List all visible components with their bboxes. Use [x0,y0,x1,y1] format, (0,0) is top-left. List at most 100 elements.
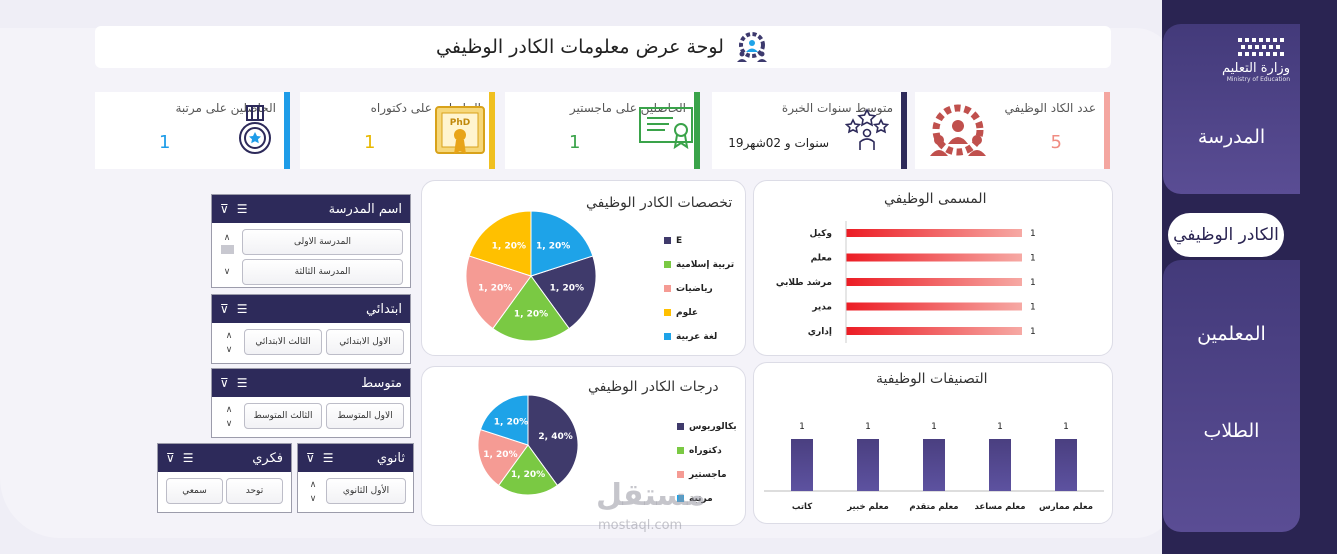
pie-slice [477,428,529,487]
scroll-down-icon[interactable]: ∨ [225,345,233,355]
nav-school[interactable]: المدرسة [1197,126,1266,148]
slicer-item[interactable]: سمعي [166,478,223,504]
category-label: معلم خبير [846,502,889,512]
bar [1055,439,1077,491]
sidebar-top-card [1163,24,1300,194]
slicer-middle: ⊽ ☰ متوسط ∧ ∨ الثالث المتوسط الاول المتوس… [211,368,411,438]
slicer-intellectual: ⊽ ☰ فكري سمعي توحد [157,443,292,513]
scroll-up-icon[interactable]: ∧ [225,331,233,341]
pie-slice [492,275,570,342]
slicer-item[interactable]: المدرسة الاولى [242,229,403,255]
legend-label: بكالوريوس [689,422,737,432]
bar [846,327,1022,335]
category-label: معلم [811,254,832,264]
category-label: وكيل [809,229,832,239]
slicer-title: فكري [252,450,283,466]
kpi-label: الحاصلين على ماجستير [569,101,686,115]
category-label: مدير [811,303,832,313]
legend-swatch [664,285,671,292]
kpi-label: متوسط سنوات الخبرة [781,101,893,115]
slicer-title: متوسط [361,375,402,391]
pie-slice [530,210,594,277]
slicer-item[interactable]: المدرسة الثالثة [242,259,403,285]
legend-label: ماجستير [688,470,727,480]
svg-text:PhD: PhD [450,118,470,128]
scroll-down-icon[interactable]: ∨ [225,419,233,429]
clear-filter-icon[interactable]: ⊽ [220,376,229,390]
nav-students[interactable]: الطلاب [1203,420,1260,442]
scroll-down-icon[interactable]: ∨ [309,494,317,504]
bar [846,302,1022,311]
page-title: لوحة عرض معلومات الكادر الوظيفي [436,36,724,58]
kpi-stripe [694,92,700,169]
multi-select-icon[interactable]: ☰ [182,451,194,465]
slicer-item[interactable]: الاول الابتدائي [326,329,404,355]
kpi-stripe [284,92,290,169]
watermark: مستقل [596,478,706,513]
kpi-value: 1 [159,132,171,153]
bar [846,253,1022,262]
slicer-item[interactable]: توحد [226,478,283,504]
job-title-chart: وكيل 1 معلم 1 مرشد طلابي 1 مدير 1 إداري 1 [776,221,1036,343]
clear-filter-icon[interactable]: ⊽ [306,451,315,465]
specialization-card: تخصصات الكادر الوظيفي 1, 20% 1, 20% 1, 20%… [421,180,746,356]
kpi-value: 1 [569,132,581,153]
clear-filter-icon[interactable]: ⊽ [166,451,175,465]
staff-gear-icon [930,104,986,156]
kpi-value: 1 [364,132,376,153]
clear-filter-icon[interactable]: ⊽ [220,202,229,216]
data-label: 1, 20% [494,418,528,428]
slicer-school: ⊽ ☰ اسم المدرسة ∧ ∨ المدرسة الاولى المدرس… [211,194,411,288]
data-label: 1 [1030,303,1036,313]
legend-label: مرتبة [689,494,713,504]
legend-swatch [664,309,671,316]
multi-select-icon[interactable]: ☰ [322,451,334,465]
nav-teachers[interactable]: المعلمين [1197,323,1266,345]
data-label: 1 [865,422,871,432]
bar [989,439,1011,491]
pie-slice [468,210,532,277]
kpi-experience: متوسط سنوات الخبرة 19سنوات و 02شهر [712,92,907,169]
pie-slice [465,255,532,330]
slicer-item[interactable]: الأول الثانوي [326,478,406,504]
slicer-title: ثانوي [376,450,405,466]
scrollbar-thumb[interactable] [221,245,234,254]
classification-card: التصنيفات الوظيفية 1 معلم ممارس 1 معلم مساع… [753,362,1113,524]
pie-slice [497,444,559,496]
scroll-up-icon[interactable]: ∧ [223,233,231,243]
bar [791,439,813,491]
multi-select-icon[interactable]: ☰ [236,376,248,390]
clear-filter-icon[interactable]: ⊽ [220,302,229,316]
category-label: معلم متقدم [909,502,958,512]
kpi-value: 19سنوات و 02شهر [728,136,829,150]
data-label: 1 [931,422,937,432]
data-label: 1 [1030,278,1036,288]
nav-staff[interactable]: الكادر الوظيفي [1168,213,1284,257]
kpi-value: 5 [1050,132,1062,153]
team-gear-icon [736,32,767,62]
bar [846,278,1022,286]
slicer-item[interactable]: الاول المتوسط [326,403,404,429]
classification-chart-title: التصنيفات الوظيفية [876,371,988,387]
scroll-up-icon[interactable]: ∧ [309,480,317,490]
slicer-item[interactable]: الثالث الابتدائي [244,329,322,355]
watermark-url: mostaql.com [598,518,683,533]
kpi-staff-count: عدد الكاد الوظيفي 5 [915,92,1110,169]
degrees-card: درجات الكادر الوظيفي 2, 40% 1, 20% 1, 20% 1… [421,366,746,526]
slicer-secondary: ⊽ ☰ ثانوي ∧ ∨ الأول الثانوي [297,443,414,513]
specialization-chart: 1, 20% 1, 20% 1, 20% 1, 20% 1, 20% E تربية إسل… [465,210,734,342]
slicer-title: اسم المدرسة [328,201,402,217]
scroll-up-icon[interactable]: ∧ [225,405,233,415]
kpi-masters: الحاصلين على ماجستير 1 [505,92,700,169]
scroll-down-icon[interactable]: ∨ [223,267,231,277]
legend-swatch [677,423,684,430]
legend-label: تربية إسلامية [676,260,734,270]
slicer-item[interactable]: الثالث المتوسط [244,403,322,429]
kpi-rank: الحاصلين على مرتبة 1 [95,92,290,169]
logo-text-ar: وزارة التعليم [1221,61,1290,76]
data-label: 1, 20% [536,242,570,252]
logo-text-en: Ministry of Education [1226,76,1290,83]
data-label: 2, 40% [538,432,572,442]
multi-select-icon[interactable]: ☰ [236,302,248,316]
multi-select-icon[interactable]: ☰ [236,202,248,216]
